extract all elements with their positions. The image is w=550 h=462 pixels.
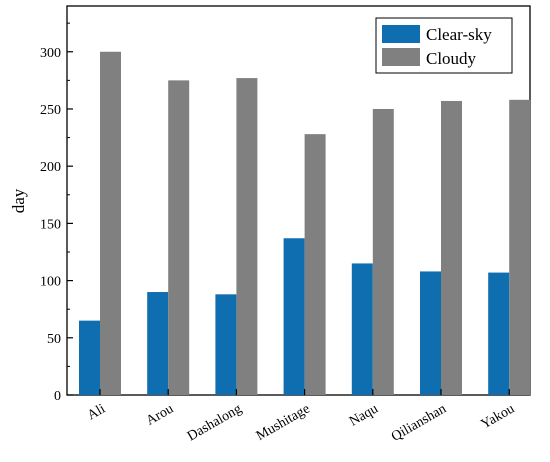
bars-layer [79,51,531,396]
x-tick-label: Arou [144,401,176,428]
bar-cloudy-qilianshan [441,100,462,395]
x-tick-label: Yakou [479,401,518,432]
x-tick-label: Mushitage [254,401,313,444]
y-tick-label: 100 [40,275,61,290]
x-tick-label: Naqu [347,401,381,429]
legend-swatch-clear-sky [382,25,420,43]
y-tick-label: 150 [40,217,61,232]
y-tick-label: 300 [40,46,61,61]
bar-clear-sky-mushitage [283,238,305,395]
bar-clear-sky-dashalong [215,294,237,395]
bar-cloudy-naqu [372,108,394,396]
legend-label-clear-sky: Clear-sky [426,25,492,44]
bar-clear-sky-ali [79,320,100,395]
legend: Clear-sky Cloudy [375,17,513,74]
bar-cloudy-yakou [509,99,531,395]
y-tick-label: 50 [47,332,61,347]
y-axis: 0 50 100 150 200 250 300 [40,22,73,404]
x-tick-label: Ali [85,401,108,423]
bar-cloudy-mushitage [304,134,326,395]
bar-clear-sky-yakou [488,272,510,395]
x-tick-label: Qilianshan [389,401,449,444]
bar-cloudy-dashalong [236,78,258,396]
x-tick-label: Dashalong [185,401,244,444]
legend-swatch-cloudy [382,48,420,66]
bar-clear-sky-naqu [351,263,373,395]
legend-label-cloudy: Cloudy [426,49,477,68]
bar-clear-sky-arou [147,292,169,395]
y-tick-label: 200 [40,160,61,175]
bar-cloudy-ali [100,51,121,395]
y-tick-label: 0 [54,389,61,404]
y-tick-label: 250 [40,103,61,118]
x-axis: Ali Arou Dashalong Mushitage Naqu Qilianshan Y… [85,389,517,445]
bar-cloudy-arou [168,80,190,395]
y-axis-title: day [9,188,28,213]
bar-clear-sky-qilianshan [420,271,441,395]
